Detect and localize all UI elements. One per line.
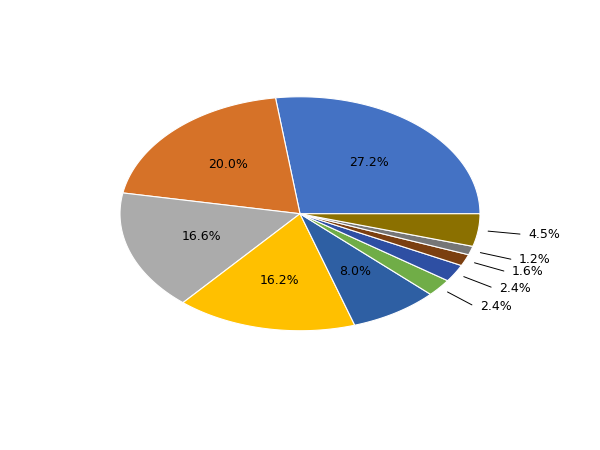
- Text: 1.2%: 1.2%: [519, 253, 551, 266]
- Text: 2.4%: 2.4%: [499, 282, 531, 295]
- Polygon shape: [300, 214, 431, 325]
- Text: 16.6%: 16.6%: [182, 230, 221, 243]
- Text: 16.2%: 16.2%: [260, 274, 299, 287]
- Polygon shape: [300, 214, 448, 294]
- Polygon shape: [183, 214, 355, 331]
- Text: 2.4%: 2.4%: [480, 300, 512, 313]
- Text: 20.0%: 20.0%: [208, 158, 248, 171]
- Text: 1.6%: 1.6%: [512, 266, 544, 278]
- Polygon shape: [300, 214, 469, 266]
- Text: 27.2%: 27.2%: [349, 156, 388, 169]
- Polygon shape: [275, 97, 480, 214]
- Polygon shape: [300, 214, 461, 281]
- Polygon shape: [300, 214, 473, 255]
- Polygon shape: [120, 193, 300, 303]
- Text: 8.0%: 8.0%: [340, 265, 371, 278]
- Polygon shape: [123, 98, 300, 214]
- Polygon shape: [300, 214, 480, 246]
- Text: 4.5%: 4.5%: [528, 228, 560, 241]
